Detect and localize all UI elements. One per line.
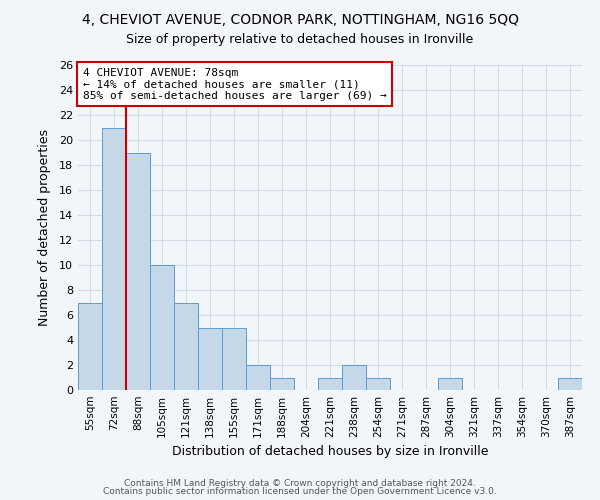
Bar xyxy=(558,378,582,390)
Bar xyxy=(150,265,174,390)
X-axis label: Distribution of detached houses by size in Ironville: Distribution of detached houses by size … xyxy=(172,446,488,458)
Y-axis label: Number of detached properties: Number of detached properties xyxy=(38,129,50,326)
Text: Size of property relative to detached houses in Ironville: Size of property relative to detached ho… xyxy=(127,32,473,46)
Bar xyxy=(78,302,102,390)
Bar xyxy=(246,365,270,390)
Bar xyxy=(126,152,150,390)
Bar xyxy=(366,378,390,390)
Bar xyxy=(102,128,126,390)
Bar xyxy=(270,378,294,390)
Bar xyxy=(174,302,198,390)
Text: Contains HM Land Registry data © Crown copyright and database right 2024.: Contains HM Land Registry data © Crown c… xyxy=(124,478,476,488)
Bar xyxy=(438,378,462,390)
Text: 4 CHEVIOT AVENUE: 78sqm
← 14% of detached houses are smaller (11)
85% of semi-de: 4 CHEVIOT AVENUE: 78sqm ← 14% of detache… xyxy=(83,68,386,100)
Text: Contains public sector information licensed under the Open Government Licence v3: Contains public sector information licen… xyxy=(103,487,497,496)
Text: 4, CHEVIOT AVENUE, CODNOR PARK, NOTTINGHAM, NG16 5QQ: 4, CHEVIOT AVENUE, CODNOR PARK, NOTTINGH… xyxy=(82,12,518,26)
Bar xyxy=(198,328,222,390)
Bar xyxy=(318,378,342,390)
Bar xyxy=(222,328,246,390)
Bar xyxy=(342,365,366,390)
